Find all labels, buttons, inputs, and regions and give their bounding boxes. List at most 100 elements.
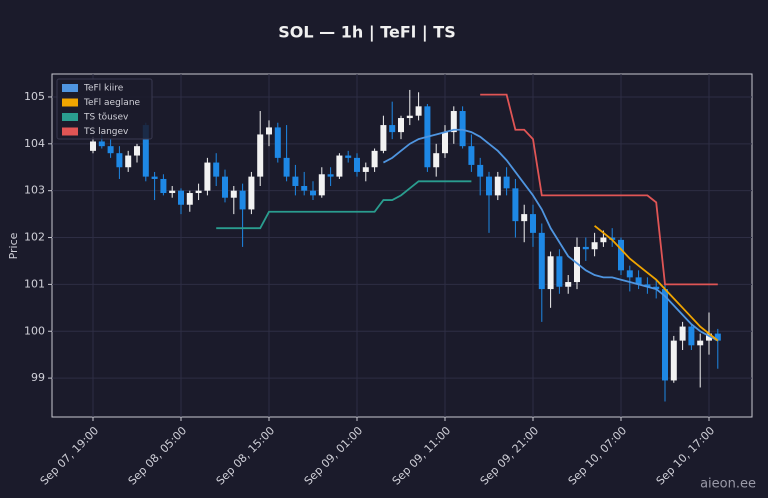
- candle-body: [398, 118, 404, 133]
- candle-body: [512, 188, 519, 222]
- candle-body: [442, 132, 448, 154]
- candle-body: [345, 155, 352, 158]
- indicator-line: [594, 225, 719, 342]
- legend-label: TeFl aeglane: [83, 98, 141, 108]
- candle-body: [415, 106, 422, 116]
- candle-body: [406, 115, 413, 119]
- y-axis-label: Price: [7, 232, 20, 259]
- indicator-line: [216, 180, 472, 230]
- candle-body: [371, 150, 378, 168]
- candle-body: [186, 193, 193, 205]
- candle-body: [327, 174, 334, 177]
- x-tick-label: Sep 07, 19:00: [38, 424, 102, 488]
- candle-body: [662, 289, 668, 381]
- x-tick-label: Sep 09, 21:00: [478, 424, 542, 488]
- candle-body: [318, 174, 325, 196]
- y-tick-label: 103: [24, 184, 45, 197]
- candle-body: [336, 155, 343, 177]
- y-tick-label: 101: [24, 277, 45, 290]
- indicator-line: [382, 128, 719, 342]
- candle-body: [574, 246, 580, 283]
- indicator-line: [480, 93, 718, 286]
- candle-body: [213, 162, 220, 177]
- candle-body: [530, 214, 536, 233]
- candle-body: [609, 237, 616, 240]
- candle-body: [679, 326, 686, 341]
- candle-body: [116, 153, 123, 168]
- candle-body: [204, 162, 211, 191]
- x-tick-label: Sep 09, 01:00: [302, 424, 366, 488]
- candle-body: [600, 237, 607, 243]
- candle-body: [266, 127, 272, 135]
- x-tick-label: Sep 09, 11:00: [390, 424, 454, 488]
- candle-body: [301, 185, 308, 191]
- candle-body: [230, 190, 237, 198]
- candle-body: [433, 153, 440, 168]
- x-tick-label: Sep 08, 15:00: [214, 424, 278, 488]
- legend-label: TS tõusev: [83, 113, 129, 123]
- candle-body: [450, 111, 457, 133]
- legend-swatch: [62, 84, 78, 92]
- candle-body: [222, 176, 228, 198]
- candle-body: [134, 146, 140, 156]
- candle-body: [635, 277, 642, 285]
- x-tick-label: Sep 08, 05:00: [126, 424, 190, 488]
- candle-body: [169, 190, 176, 194]
- legend-label: TS langev: [83, 127, 129, 137]
- candle-body: [486, 176, 492, 196]
- y-tick-label: 100: [24, 324, 45, 337]
- candle-body: [714, 333, 721, 341]
- y-tick-label: 99: [31, 371, 45, 384]
- candle-body: [389, 125, 396, 133]
- candle-body: [644, 284, 651, 287]
- candle-body: [670, 340, 677, 381]
- candle-body: [547, 256, 554, 290]
- candle-body: [653, 286, 660, 290]
- candle-body: [248, 176, 255, 210]
- candle-body: [90, 141, 96, 151]
- legend-label: TeFl kiire: [83, 84, 124, 94]
- candle-body: [310, 190, 316, 196]
- candle-body: [618, 239, 624, 271]
- candle-body: [292, 176, 299, 186]
- candle-body: [178, 190, 184, 205]
- candle-body: [151, 176, 158, 179]
- candle-body: [565, 282, 572, 287]
- watermark: aieon.ee: [700, 477, 756, 492]
- legend-swatch: [62, 113, 78, 121]
- legend-swatch: [62, 127, 78, 136]
- candle-body: [688, 326, 695, 346]
- candle-body: [556, 256, 563, 287]
- candle-body: [503, 176, 510, 189]
- candle-body: [142, 125, 149, 177]
- candle-body: [283, 157, 290, 177]
- x-tick-label: Sep 10, 07:00: [566, 424, 630, 488]
- candle-body: [125, 155, 132, 168]
- candle-body: [195, 190, 202, 194]
- y-tick-label: 104: [24, 137, 45, 150]
- candle-body: [697, 340, 704, 346]
- candle-body: [706, 333, 712, 341]
- candle-body: [380, 125, 387, 151]
- candle-body: [160, 178, 167, 194]
- candle-body: [459, 111, 466, 147]
- candle-body: [257, 134, 264, 177]
- y-tick-label: 102: [24, 231, 45, 244]
- legend-box: [56, 78, 153, 140]
- candle-body: [521, 214, 528, 222]
- candle-body: [98, 141, 105, 147]
- candle-body: [477, 164, 484, 177]
- candle-body: [591, 242, 598, 250]
- chart-title: SOL — 1h | TeFl | TS: [278, 23, 455, 43]
- candle-body: [626, 270, 633, 278]
- candle-body: [239, 190, 246, 210]
- candle-body: [468, 146, 475, 165]
- candle-body: [354, 157, 360, 172]
- candle-body: [107, 146, 114, 154]
- candle-body: [494, 176, 501, 196]
- y-tick-label: 105: [24, 90, 45, 103]
- candle-body: [274, 127, 281, 158]
- legend-swatch: [62, 98, 78, 107]
